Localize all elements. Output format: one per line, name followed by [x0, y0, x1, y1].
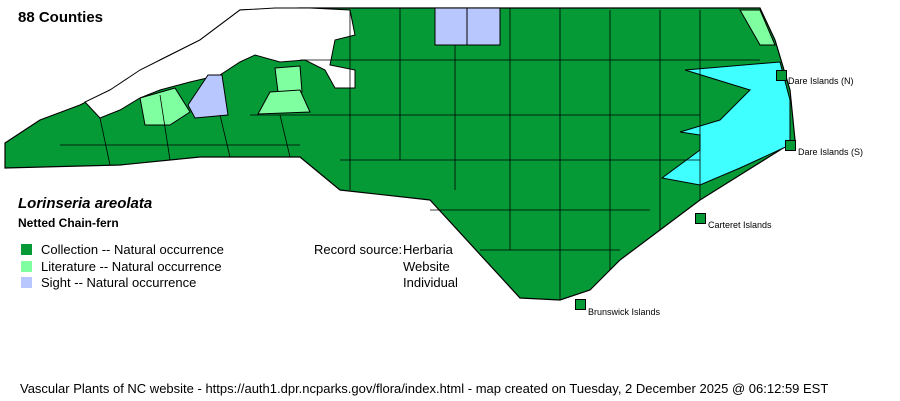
legend-item-sight: Sight -- Natural occurrence — [21, 275, 196, 290]
legend-label: Sight -- Natural occurrence — [41, 275, 197, 290]
county-literature-3 — [257, 89, 311, 115]
island-marker — [695, 213, 706, 224]
legend-label: Collection -- Natural occurrence — [41, 242, 224, 257]
legend-item-literature: Literature -- Natural occurrence — [21, 259, 222, 274]
county-count: 88 Counties — [18, 9, 104, 26]
no-record-counties — [84, 7, 356, 119]
legend-item-collection: Collection -- Natural occurrence — [21, 242, 224, 257]
county-sight-1 — [187, 74, 229, 119]
record-source-label: Record source: — [314, 242, 403, 257]
legend-swatch — [21, 277, 32, 288]
record-source-website: Website — [403, 259, 450, 274]
island-marker — [776, 70, 787, 81]
legend-swatch — [21, 261, 32, 272]
legend-label: Literature -- Natural occurrence — [41, 259, 222, 274]
record-source-individual: Individual — [403, 275, 458, 290]
county-borders — [60, 8, 760, 300]
island-marker — [575, 299, 586, 310]
record-source-herbaria: Herbaria — [403, 242, 453, 257]
footer-credit: Vascular Plants of NC website - https://… — [20, 381, 829, 396]
island-label: Carteret Islands — [708, 220, 772, 230]
county-literature-1 — [139, 87, 191, 126]
county-literature-2 — [274, 65, 303, 93]
legend-swatch — [21, 244, 32, 255]
common-name: Netted Chain-fern — [18, 216, 119, 230]
pamlico-sound-water — [660, 61, 791, 186]
scientific-name: Lorinseria areolata — [18, 195, 153, 212]
island-marker — [785, 140, 796, 151]
island-label: Brunswick Islands — [588, 307, 661, 317]
county-literature-4 — [739, 9, 776, 46]
island-label: Dare Islands (N) — [788, 76, 854, 86]
island-label: Dare Islands (S) — [798, 147, 864, 157]
